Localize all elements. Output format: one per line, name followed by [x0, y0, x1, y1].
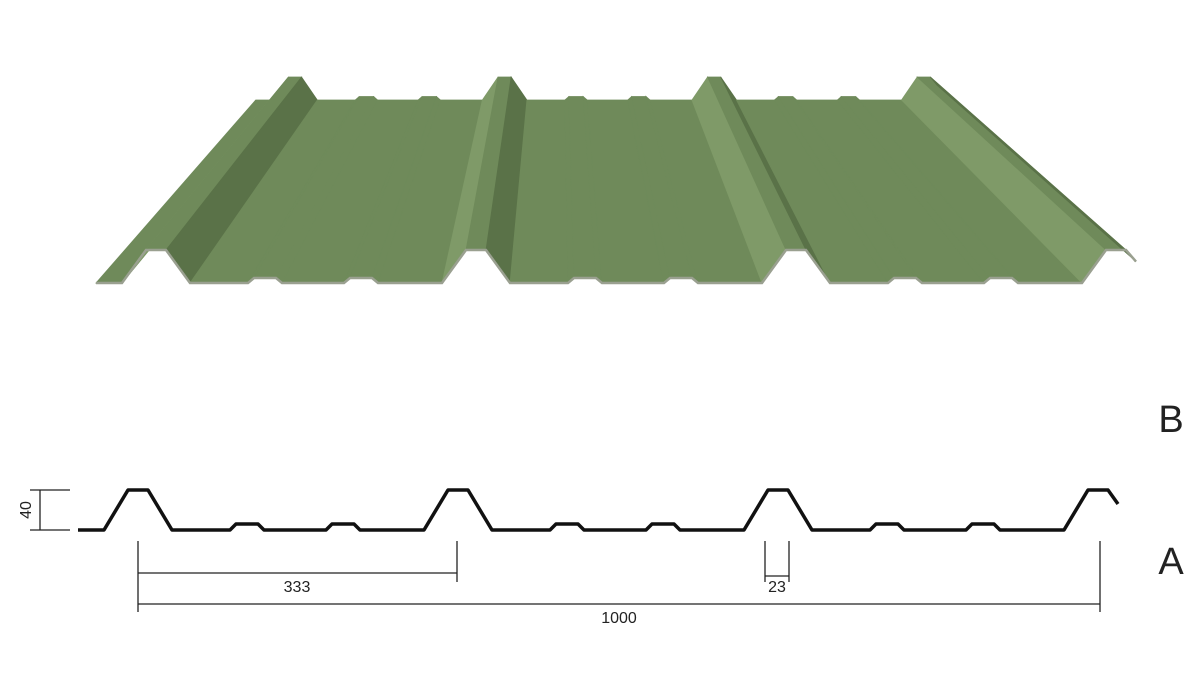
sheet-cross-section-profile	[78, 488, 1120, 532]
label-a: A	[1158, 541, 1184, 583]
cover-width-label: 1000	[601, 610, 637, 627]
height-label: 40	[18, 501, 35, 519]
crest-spacing-label: 333	[284, 579, 311, 596]
crest-width-dimension	[764, 541, 790, 582]
crest-width-label: 23	[768, 579, 786, 596]
sheet-front-edge	[96, 248, 1137, 285]
cover-width-dimension	[138, 541, 1101, 612]
trapezoidal-sheet-3d-render	[95, 75, 1137, 285]
height-dimension	[30, 489, 70, 531]
label-b: B	[1158, 399, 1183, 441]
crest-spacing-dimension	[137, 541, 458, 612]
